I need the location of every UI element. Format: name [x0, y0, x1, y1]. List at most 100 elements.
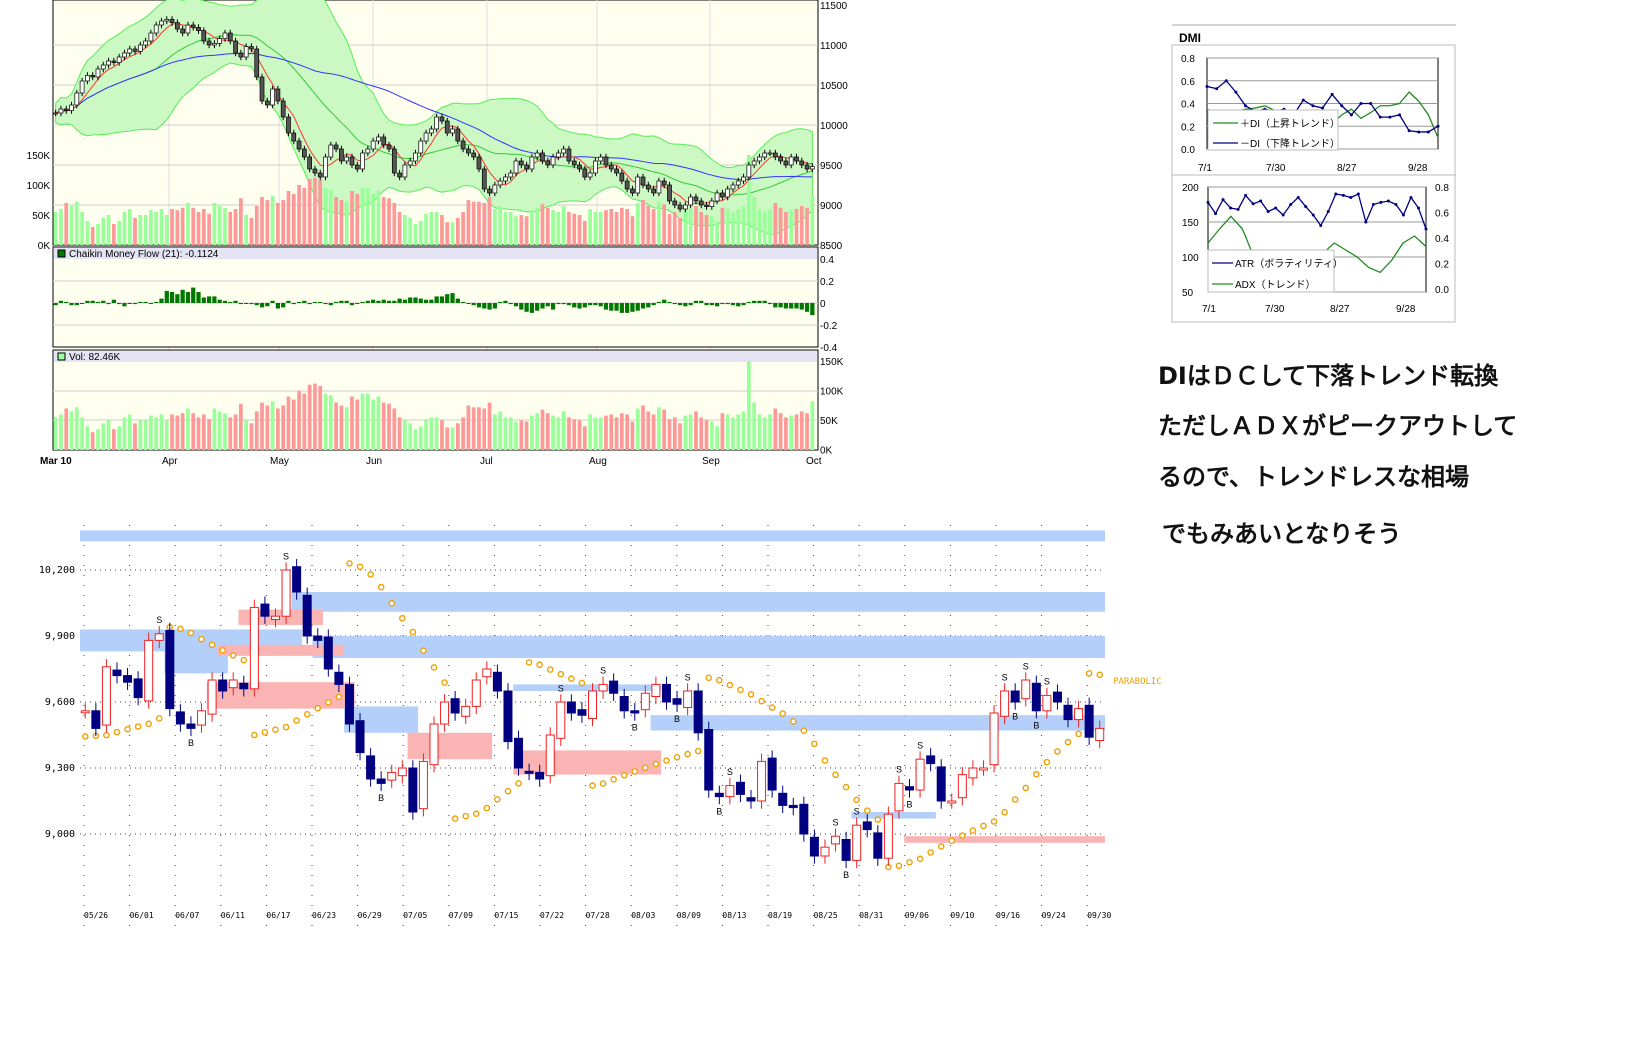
atr-point — [1326, 210, 1330, 213]
volume-bar — [149, 210, 153, 245]
volume-bar — [641, 405, 645, 450]
dmi-y-tick: 0.0 — [1181, 145, 1195, 156]
volume-bar — [709, 216, 714, 245]
dmi-point — [1359, 102, 1363, 105]
parabolic-sar-dot — [546, 666, 554, 673]
candle-body — [514, 737, 524, 769]
parabolic-sar-dot — [906, 858, 913, 866]
candle-body — [481, 168, 487, 190]
volume-bar — [265, 405, 270, 450]
candle-body — [783, 160, 789, 166]
candle-body — [106, 60, 111, 66]
parabolic-sar-dot — [462, 812, 469, 820]
volume-tick-label: 150K — [27, 151, 51, 162]
atr-point — [1244, 193, 1248, 197]
volume-tick-label: 100K — [820, 387, 844, 398]
x-tick-label: 09/24 — [1042, 911, 1066, 920]
volume-bar — [768, 414, 772, 450]
cmf-bar — [640, 303, 646, 309]
parabolic-sar-dot — [663, 757, 670, 764]
candle-body — [302, 148, 307, 158]
cmf-bar — [725, 303, 730, 305]
volume-bar — [736, 414, 741, 450]
candle-body — [809, 836, 819, 857]
parabolic-sar-dot — [610, 776, 617, 783]
volume-bar — [604, 415, 608, 450]
atr-y-tick: 150 — [1182, 218, 1199, 229]
x-tick-label: 06/11 — [221, 911, 245, 920]
volume-bar — [784, 417, 788, 450]
cmf-bar — [693, 300, 699, 303]
volume-bar — [540, 409, 545, 450]
cmf-bar — [513, 303, 519, 307]
price-zone-resistance — [344, 706, 419, 733]
parabolic-sar-dot — [631, 768, 639, 775]
cmf-tick-label: 0 — [820, 299, 826, 310]
volume-bar — [561, 411, 566, 450]
volume-bar — [106, 420, 111, 450]
volume-bar — [270, 195, 275, 245]
atr-point — [1281, 213, 1285, 217]
atr-point — [1409, 196, 1413, 199]
cmf-bar — [789, 303, 794, 309]
volume-bar — [503, 212, 508, 245]
adx-y-tick: 0.8 — [1435, 183, 1449, 194]
cmf-label: Chaikin Money Flow (21): -0.1124 — [69, 249, 219, 260]
dmi-y-tick: 0.4 — [1181, 100, 1195, 111]
volume-bar — [450, 222, 455, 245]
atr-point — [1379, 200, 1383, 204]
volume-bar — [757, 209, 762, 245]
dmi-x-label: 8/27 — [1337, 163, 1357, 174]
dmi-point — [1388, 115, 1392, 119]
volume-bar — [625, 209, 629, 245]
cmf-bar — [249, 303, 254, 305]
dmi-point — [1330, 92, 1334, 96]
volume-bar — [297, 185, 301, 245]
volume-bar — [720, 413, 725, 450]
cmf-bar — [741, 303, 746, 306]
sell-signal-marker: S — [896, 765, 902, 775]
dmi-point — [1369, 102, 1373, 105]
buy-signal-marker: B — [843, 870, 849, 880]
volume-bar — [445, 222, 450, 245]
candle-body — [313, 635, 323, 641]
cmf-bar — [270, 300, 275, 303]
dmi-chart: DMI 0.8 0.6 0.4 0.2 0.0 ＋DI（上昇トレンド） －DI（下降トレンド）… — [1171, 24, 1456, 323]
cmf-bar — [418, 298, 423, 303]
volume-bar — [630, 216, 635, 245]
candle-body — [360, 152, 365, 170]
volume-bar — [620, 413, 624, 450]
cmf-bar — [492, 303, 497, 309]
volume-bar — [239, 403, 243, 450]
cmf-bar — [778, 303, 783, 308]
volume-bar — [530, 210, 534, 245]
volume-bar — [805, 207, 809, 245]
parabolic-sar-dot — [187, 629, 195, 637]
volume-bar — [154, 212, 159, 245]
volume-bar — [641, 200, 645, 245]
parabolic-sar-dot — [758, 697, 765, 705]
atr-point — [1266, 210, 1270, 213]
volume-bar — [519, 420, 524, 450]
volume-bar — [175, 210, 180, 245]
cmf-tick-label: 0.4 — [820, 255, 834, 266]
candle-body — [1084, 704, 1094, 738]
cmf-bar — [445, 294, 450, 303]
cmf-bar — [95, 301, 101, 303]
cmf-bar — [614, 303, 619, 311]
atr-y-tick: 100 — [1182, 253, 1199, 264]
volume-bar — [164, 420, 169, 450]
parabolic-sar-dot — [800, 727, 808, 734]
volume-bar — [53, 212, 58, 245]
parabolic-sar-dot — [1033, 770, 1040, 778]
volume-bar — [688, 209, 693, 245]
volume-bar — [604, 210, 608, 245]
parabolic-sar-dot — [124, 725, 131, 733]
candle-body — [143, 40, 148, 46]
parabolic-sar-dot — [261, 729, 269, 736]
cmf-tick-label: -0.2 — [820, 321, 838, 332]
candle-body — [598, 156, 604, 162]
atr-point — [1296, 196, 1300, 199]
parabolic-sar-dot — [768, 704, 776, 711]
parabolic-sar-dot — [1064, 738, 1072, 746]
